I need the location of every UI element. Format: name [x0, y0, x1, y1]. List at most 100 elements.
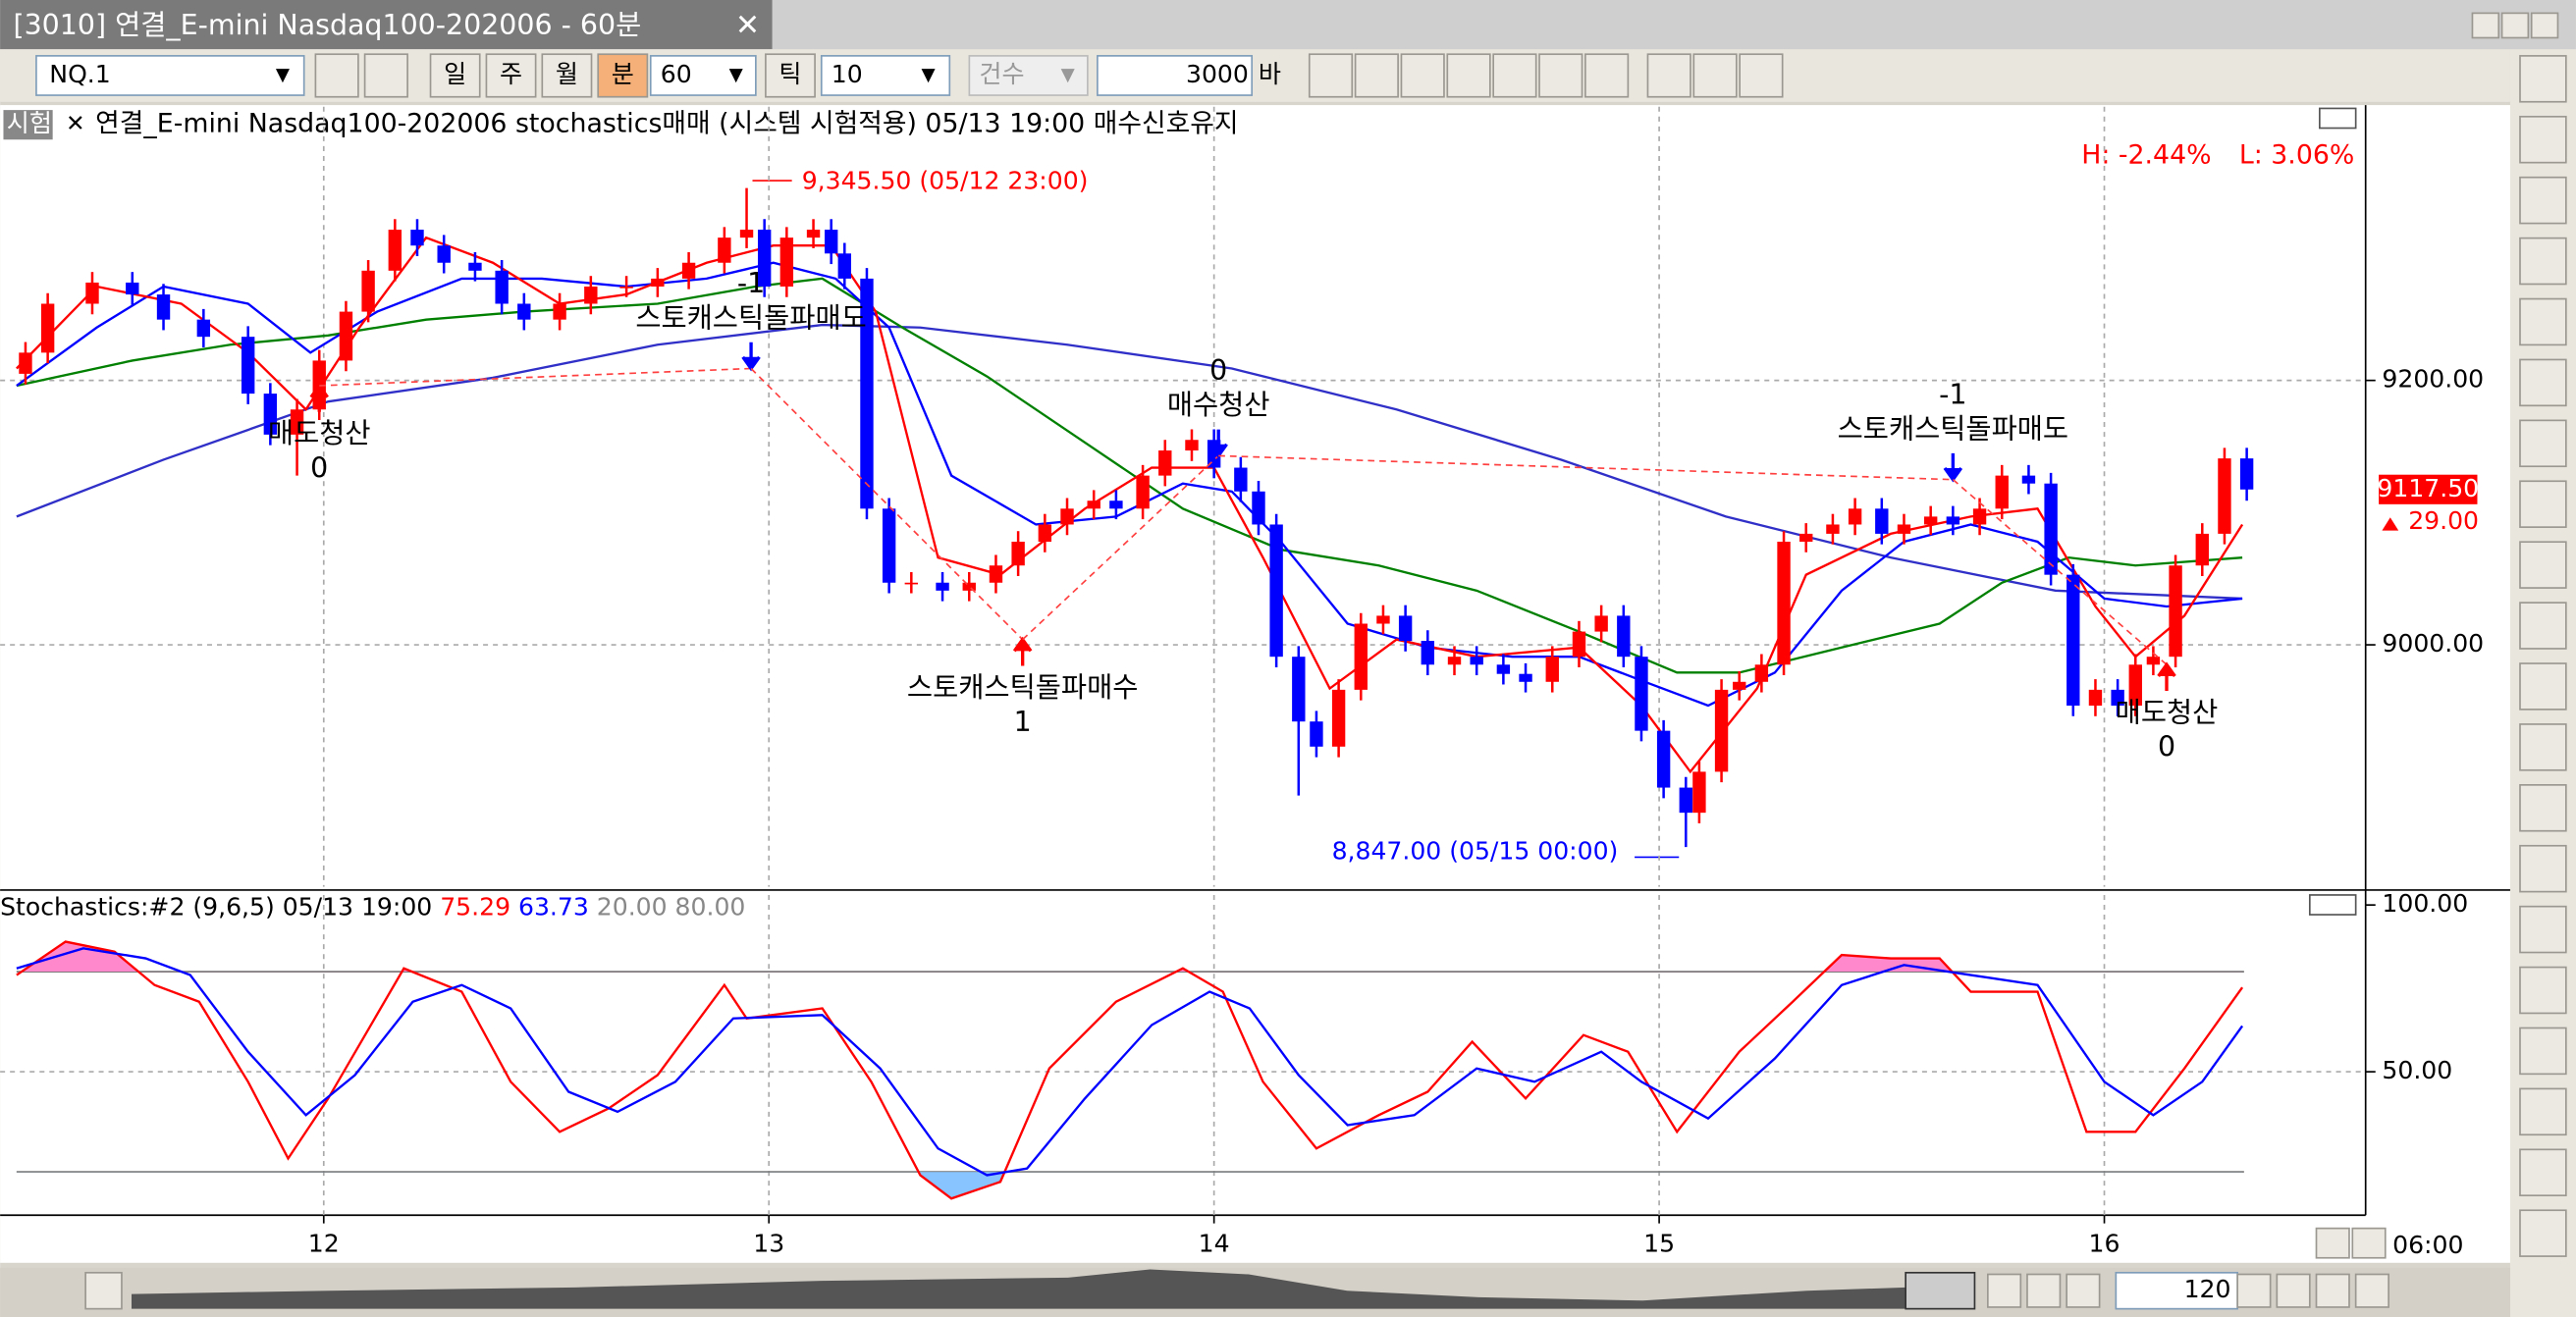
close[interactable] — [2530, 12, 2559, 39]
candle-body — [651, 278, 665, 287]
side-btn[interactable] — [2519, 966, 2567, 1015]
count-box[interactable] — [1097, 55, 1254, 96]
candle-body — [1252, 491, 1265, 525]
candle-body — [989, 565, 1003, 583]
chart-area — [0, 105, 2510, 1263]
tool-btn[interactable] — [1446, 53, 1491, 98]
panel-tag: 시험 — [7, 109, 52, 137]
interval-combo[interactable] — [649, 55, 757, 96]
tool-btn[interactable] — [1354, 53, 1399, 98]
nav-btn[interactable] — [2236, 1273, 2272, 1308]
side-btn[interactable] — [2519, 1087, 2567, 1136]
side-btn[interactable] — [2519, 905, 2567, 954]
candle-body — [1572, 631, 1586, 658]
tool-btn[interactable] — [1646, 53, 1691, 98]
candle-body — [1923, 516, 1938, 525]
nav-btn[interactable] — [1986, 1273, 2022, 1308]
candle-body — [361, 270, 375, 312]
candle-body — [196, 319, 211, 338]
side-btn[interactable] — [2519, 297, 2567, 346]
candle-body — [904, 582, 919, 585]
candle-body — [19, 352, 32, 374]
side-tools — [2519, 55, 2567, 1257]
scroll-thumb[interactable] — [1905, 1271, 1976, 1310]
nav-btn[interactable] — [2276, 1273, 2311, 1308]
side-btn[interactable] — [2519, 662, 2567, 711]
side-btn[interactable] — [2519, 723, 2567, 771]
period-btn[interactable] — [597, 53, 649, 98]
tool-btn[interactable] — [1308, 53, 1354, 98]
nav-btn[interactable] — [2026, 1273, 2062, 1308]
panel-menu[interactable] — [2319, 107, 2357, 130]
candle-body — [584, 286, 598, 304]
signal-position: 0 — [2158, 731, 2175, 764]
trade-line — [1218, 454, 1954, 481]
tool-btn[interactable] — [1584, 53, 1630, 98]
count-combo[interactable] — [968, 55, 1089, 96]
zoom-btn[interactable] — [2351, 1227, 2387, 1259]
nav-btn[interactable] — [2354, 1273, 2389, 1308]
minimize[interactable] — [2471, 12, 2500, 39]
candle-body — [263, 394, 278, 435]
side-btn[interactable] — [2519, 237, 2567, 286]
trade-line — [750, 367, 1024, 641]
candle-body — [1545, 657, 1559, 682]
side-btn[interactable] — [2519, 419, 2567, 468]
side-btn[interactable] — [2519, 784, 2567, 832]
candle-body — [1754, 664, 1769, 682]
time-label: 06:00 — [2392, 1231, 2463, 1259]
tick-btn[interactable] — [765, 53, 816, 98]
nav-btn[interactable] — [2066, 1273, 2101, 1308]
tool-btn[interactable] — [1538, 53, 1583, 98]
search-btn[interactable] — [363, 53, 408, 98]
candle-body — [1972, 508, 1987, 525]
side-btn[interactable] — [2519, 176, 2567, 225]
tool-btn[interactable] — [1400, 53, 1445, 98]
stoch-name: Stochastics:#2 (9,6,5) 05/13 19:00 — [0, 892, 432, 921]
tick-combo[interactable] — [820, 55, 951, 96]
candle-body — [619, 286, 633, 289]
side-btn[interactable] — [2519, 480, 2567, 528]
candle-body — [1617, 615, 1631, 658]
side-btn[interactable] — [2519, 115, 2567, 164]
x-tick-label: 16 — [2089, 1229, 2120, 1257]
side-btn[interactable] — [2519, 602, 2567, 650]
period-btn[interactable] — [485, 53, 537, 98]
candle-body — [1421, 641, 1434, 665]
tool-btn[interactable] — [1492, 53, 1537, 98]
maximize[interactable] — [2500, 12, 2530, 39]
close-x[interactable]: ✕ — [66, 110, 85, 137]
side-btn[interactable] — [2519, 844, 2567, 893]
side-btn[interactable] — [2519, 541, 2567, 589]
side-btn[interactable] — [2519, 55, 2567, 103]
period-label: 분 — [612, 60, 634, 88]
side-btn[interactable] — [2519, 1209, 2567, 1257]
search-btn[interactable] — [314, 53, 359, 98]
count-label: 건수 — [979, 60, 1024, 88]
side-btn[interactable] — [2519, 1027, 2567, 1076]
tool-btn[interactable] — [1692, 53, 1738, 98]
period-btn[interactable] — [541, 53, 593, 98]
candle-body — [1594, 615, 1608, 632]
close-tab[interactable]: ✕ — [735, 8, 760, 42]
period-btn[interactable] — [429, 53, 481, 98]
nav-btn[interactable] — [2315, 1273, 2350, 1308]
candle-body — [468, 262, 482, 271]
candle-body — [2044, 483, 2058, 575]
side-btn[interactable] — [2519, 1148, 2567, 1197]
side-btn[interactable] — [2519, 358, 2567, 407]
candle-body — [1875, 508, 1889, 534]
reference-label: 20.00 80.00 — [597, 892, 746, 921]
candle-body — [1087, 500, 1100, 509]
y-tick-label: 50.00 — [2382, 1056, 2452, 1084]
dropdown: ▼ — [921, 65, 936, 85]
panel-menu[interactable] — [2308, 894, 2357, 916]
edit-btn[interactable] — [2315, 1227, 2350, 1259]
tool-btn[interactable] — [1739, 53, 1784, 98]
candle-body — [1376, 615, 1390, 624]
symbol-combo[interactable] — [35, 55, 305, 96]
period-label: 일 — [444, 60, 466, 88]
scroll-left[interactable] — [84, 1271, 123, 1310]
stoch-line — [16, 940, 2244, 1200]
